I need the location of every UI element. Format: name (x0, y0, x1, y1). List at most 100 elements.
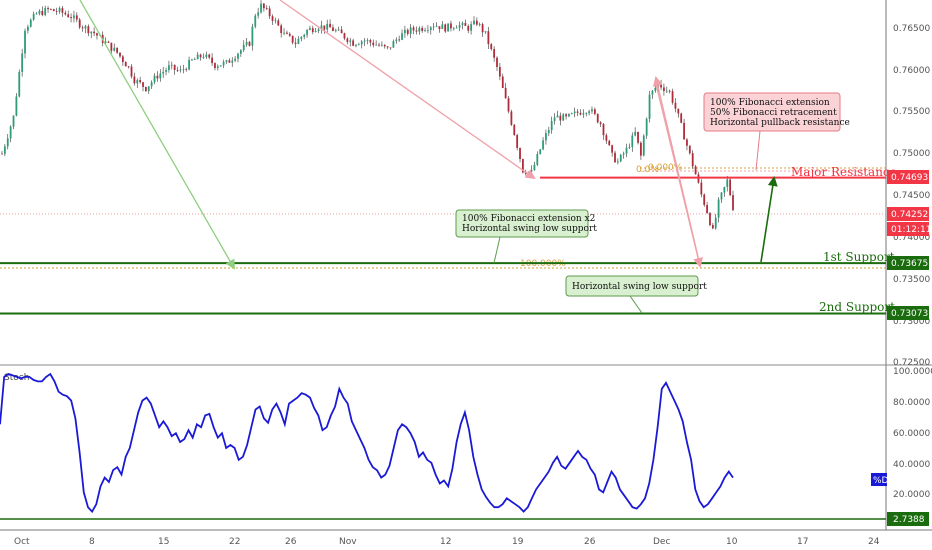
annotation-line: 50% Fibonacci retracement (710, 108, 837, 118)
candle-body (211, 57, 213, 64)
svg-text:01:12:11: 01:12:11 (891, 225, 931, 235)
candle-body (409, 27, 412, 34)
candle-body (205, 54, 208, 58)
candle-body (52, 9, 55, 12)
candle-body (219, 65, 222, 67)
candle-body (340, 29, 343, 34)
candle-body (418, 27, 421, 32)
time-axis: Oct 8 15 22 26 Nov 12 19 26 Dec 10 17 24 (14, 537, 880, 547)
annotation-first-support: 100% Fibonacci extension x2 Horizontal s… (455, 209, 597, 264)
candle-body (729, 179, 732, 196)
candle-body (363, 40, 366, 42)
candle-body (67, 14, 70, 18)
candle-body (628, 147, 631, 148)
svg-text:0.74252: 0.74252 (891, 210, 928, 220)
candle-body (366, 40, 369, 41)
fib-label: 0.000% (648, 163, 683, 173)
candle-body (415, 30, 418, 32)
candle-body (12, 115, 15, 127)
candle-body (513, 124, 516, 136)
annotation-second-support: Horizontal swing low support (565, 275, 707, 314)
osc-tick: 60.0000 (893, 429, 930, 439)
candle-body (286, 32, 288, 34)
candle-body (225, 60, 228, 62)
candle-body (265, 8, 268, 10)
time-tick: Oct (14, 537, 30, 547)
candle-body (41, 10, 44, 16)
price-tick: 0.75000 (893, 149, 930, 159)
candle-body (1, 153, 3, 155)
candle-body (84, 26, 87, 29)
countdown-badge: 01:12:11 (887, 222, 931, 236)
candle-body (248, 41, 251, 46)
candle-body (447, 23, 449, 32)
oscillator-title: Stoch (4, 373, 29, 383)
candle-body (191, 59, 193, 61)
candle-body (576, 111, 579, 113)
svg-text:%D: %D (873, 476, 889, 486)
candle-body (671, 91, 674, 103)
candle-body (686, 139, 688, 146)
candle-body (475, 20, 478, 25)
candle-body (202, 57, 205, 58)
candle-body (665, 90, 668, 92)
candle-body (231, 60, 234, 63)
candle-body (602, 124, 605, 136)
candle-body (640, 142, 642, 156)
candle-body (234, 58, 237, 61)
candle-body (533, 164, 536, 171)
candle-body (691, 153, 694, 167)
candle-body (668, 90, 671, 92)
candle-body (222, 61, 225, 66)
candle-body (611, 145, 614, 153)
candle-body (188, 59, 190, 70)
candle-body (3, 146, 6, 154)
candle-body (311, 28, 314, 33)
candle-body (404, 29, 406, 34)
candle-body (55, 11, 58, 12)
candle-body (314, 31, 317, 33)
candle-body (467, 25, 470, 31)
candle-body (70, 17, 72, 19)
candle-body (464, 22, 467, 26)
trend-arrow-red-3 (652, 76, 701, 266)
candle-body (579, 112, 582, 115)
annotation-resistance: 100% Fibonacci extension 50% Fibonacci r… (703, 92, 850, 171)
candle-body (631, 135, 634, 148)
candle-body (398, 39, 401, 41)
candle-body (90, 31, 93, 34)
candle-body (208, 54, 211, 58)
candle-body (147, 86, 150, 92)
candle-body (501, 76, 504, 88)
candle-body (130, 66, 133, 77)
major-resistance-badge: 0.74693 (887, 170, 929, 184)
candle-body (113, 47, 116, 51)
candle-body (64, 12, 67, 15)
price-tick: 0.76500 (893, 24, 930, 34)
time-tick: Dec (653, 537, 670, 547)
candle-body (383, 44, 386, 47)
candle-body (343, 33, 346, 39)
oscillator-axis: 100.0000 80.0000 60.0000 40.0000 20.0000 (893, 367, 932, 500)
candle-body (683, 122, 685, 140)
candle-body (257, 12, 260, 16)
candle-body (9, 126, 12, 139)
candle-body (144, 86, 147, 92)
time-tick: Nov (339, 537, 357, 547)
candle-body (136, 80, 139, 84)
candle-body (280, 25, 283, 34)
candle-body (717, 199, 720, 218)
time-tick: 15 (158, 537, 169, 547)
candle-body (455, 27, 458, 29)
svg-text:0.73073: 0.73073 (891, 309, 928, 319)
candle-body (429, 27, 432, 30)
candle-body (355, 44, 357, 46)
candle-body (677, 108, 680, 114)
candle-body (119, 52, 121, 57)
candle-body (392, 41, 395, 48)
candle-body (654, 87, 657, 91)
first-support-label: 1st Support (823, 250, 895, 264)
candle-body (542, 140, 544, 150)
candle-body (711, 225, 714, 229)
candle-body (619, 154, 622, 162)
